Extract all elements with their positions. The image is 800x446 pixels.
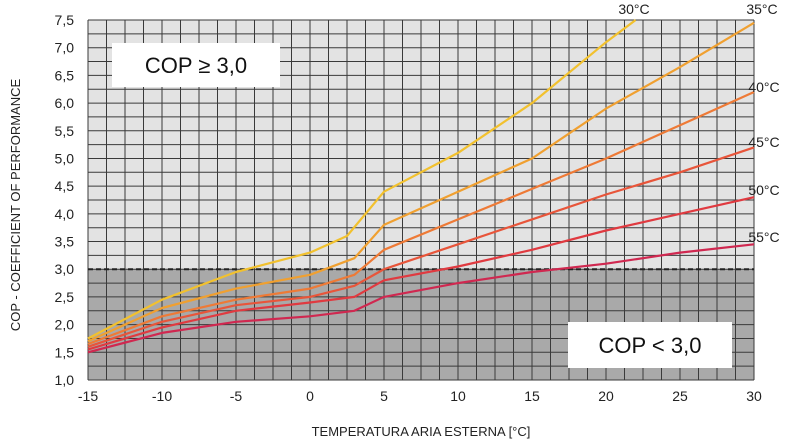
axis-ticks: -15 -10 -5 0 5 10 15 20 25 30 1,0 1,5 2,0 2,5 3,0 3,5 4,… — [55, 12, 762, 404]
upper-region-box-bg — [112, 43, 280, 87]
lower-region-label: COP < 3,0 — [599, 333, 702, 358]
x-tick-label: -5 — [230, 388, 243, 404]
y-tick-label: 7,5 — [55, 12, 75, 28]
y-tick-label: 1,5 — [55, 344, 75, 360]
series-line-45c — [87, 146, 755, 348]
series-line-40c — [87, 90, 755, 346]
series-label-40c: 40°C — [748, 79, 779, 95]
y-tick-label: 1,0 — [55, 372, 75, 388]
series-label-30c: 30°C — [618, 1, 649, 17]
x-tick-label: 5 — [380, 388, 388, 404]
x-tick-label: 30 — [746, 388, 762, 404]
x-axis-title: TEMPERATURA ARIA ESTERNA [°C] — [312, 424, 531, 439]
lower-region-box-bg — [568, 322, 732, 368]
series-line-50c — [87, 196, 755, 351]
y-tick-label: 6,0 — [55, 95, 75, 111]
y-tick-label: 3,0 — [55, 261, 75, 277]
y-tick-label: 7,0 — [55, 40, 75, 56]
x-tick-label: 0 — [306, 388, 314, 404]
y-tick-label: 3,5 — [55, 234, 75, 250]
lower-region-box: COP < 3,0 — [568, 322, 732, 368]
x-tick-label: 20 — [598, 388, 614, 404]
series-line-35c — [87, 21, 755, 343]
y-tick-label: 4,0 — [55, 206, 75, 222]
x-tick-label: 25 — [672, 388, 688, 404]
y-tick-label: 4,5 — [55, 178, 75, 194]
x-tick-label: 15 — [524, 388, 540, 404]
y-tick-label: 5,0 — [55, 150, 75, 166]
series-line-55c — [87, 243, 755, 354]
y-tick-label: 6,5 — [55, 67, 75, 83]
series-label-35c: 35°C — [746, 1, 777, 17]
upper-region-label: COP ≥ 3,0 — [145, 53, 247, 78]
series-label-55c: 55°C — [748, 229, 779, 245]
x-tick-label: -10 — [152, 388, 172, 404]
series-label-45c: 45°C — [748, 134, 779, 150]
y-tick-label: 5,5 — [55, 123, 75, 139]
series-line-30c — [87, 19, 637, 340]
y-tick-label: 2,0 — [55, 317, 75, 333]
series-label-50c: 50°C — [748, 182, 779, 198]
y-tick-label: 2,5 — [55, 289, 75, 305]
x-tick-label: -15 — [78, 388, 98, 404]
series-lines: 30°C 35°C 40°C 45°C 50°C 55°C — [87, 1, 780, 354]
y-axis-title: COP - COEFFICIENT OF PERFORMANCE — [8, 79, 23, 332]
x-tick-label: 10 — [450, 388, 466, 404]
upper-region-box: COP ≥ 3,0 — [112, 43, 280, 87]
